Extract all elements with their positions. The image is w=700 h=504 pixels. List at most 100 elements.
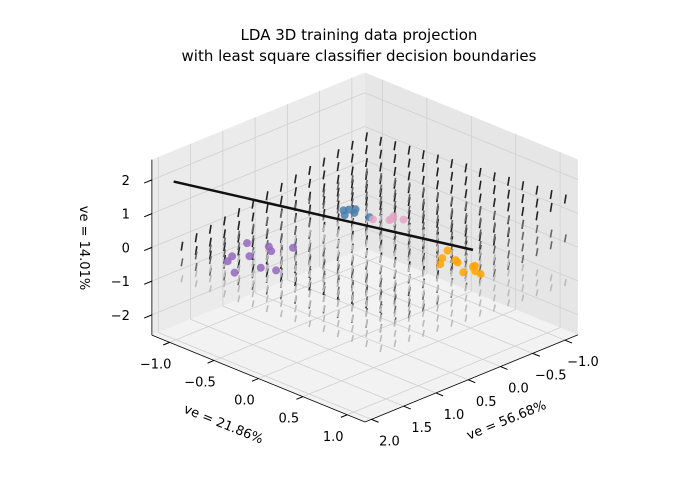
boundary-hatch — [308, 289, 312, 298]
boundary-hatch — [393, 154, 397, 164]
axes: −1.0−0.50.00.51.01.52.0−1.0−0.50.00.51.0… — [111, 159, 599, 449]
boundary-hatch — [492, 172, 496, 182]
boundary-hatch — [365, 284, 369, 293]
tick-mark — [251, 378, 259, 382]
boundary-hatch — [379, 136, 383, 146]
boundary-hatch — [322, 183, 326, 193]
boundary-hatch — [478, 217, 482, 226]
boundary-hatch — [294, 315, 298, 323]
boundary-hatch — [208, 244, 212, 253]
boundary-hatch — [322, 294, 326, 303]
boundary-hatch — [294, 254, 298, 262]
point — [264, 242, 273, 251]
boundary-hatch — [435, 203, 440, 212]
boundary-hatch — [563, 234, 567, 243]
boundary-hatch — [421, 309, 425, 317]
boundary-hatch — [350, 153, 354, 163]
boundary-hatch — [379, 254, 383, 262]
boundary-hatch — [350, 264, 354, 272]
boundary-hatch — [435, 234, 439, 242]
x-tick-label: 0.5 — [476, 395, 497, 410]
y-tick-label: −0.5 — [184, 375, 216, 390]
boundary-hatch — [379, 244, 383, 252]
boundary-hatch — [336, 279, 340, 287]
boundary-hatch — [180, 275, 184, 283]
boundary-hatch — [223, 242, 227, 252]
boundary-hatch — [294, 249, 298, 258]
boundary-hatch — [421, 329, 425, 337]
grid-line — [169, 254, 383, 343]
boundary-hatch — [365, 249, 369, 257]
boundary-hatch — [379, 284, 383, 292]
boundary-hatch — [407, 171, 411, 181]
boundary-hatch — [308, 229, 312, 237]
boundary-hatch — [336, 330, 340, 338]
boundary-hatch — [421, 210, 425, 219]
boundary-hatch — [393, 339, 397, 348]
boundary-hatch — [365, 279, 369, 287]
y-axis-label: ve = 21.86% — [181, 402, 265, 448]
boundary-hatch — [407, 224, 411, 232]
boundary-hatch — [223, 249, 227, 258]
boundary-hatch — [521, 181, 525, 191]
boundary-hatch — [336, 309, 340, 318]
boundary-hatch — [407, 193, 411, 203]
boundary-hatch — [322, 234, 326, 242]
boundary-hatch — [336, 249, 340, 257]
boundary-hatch — [379, 234, 383, 242]
boundary-hatch — [407, 324, 411, 332]
boundary-hatch — [435, 244, 440, 252]
boundary-hatch — [336, 193, 340, 202]
x-tick-label: 1.0 — [444, 408, 465, 423]
boundary-hatch — [223, 270, 227, 278]
boundary-hatch — [322, 258, 326, 268]
boundary-hatch — [265, 305, 269, 313]
boundary-hatch — [421, 175, 425, 185]
boundary-hatch — [436, 304, 440, 312]
boundary-hatch — [521, 284, 525, 292]
boundary-hatch — [364, 209, 368, 217]
boundary-hatch — [194, 280, 198, 288]
boundary-hatch — [521, 254, 525, 264]
point — [476, 270, 485, 279]
boundary-hatch — [435, 191, 439, 201]
decision-boundaries — [173, 132, 567, 353]
boundary-hatch — [492, 304, 496, 312]
grid-line — [364, 126, 579, 214]
boundary-hatch — [407, 264, 411, 272]
boundary-hatch — [407, 145, 411, 155]
boundary-hatch — [251, 269, 255, 278]
boundary-hatch — [521, 220, 525, 229]
boundary-hatch — [251, 280, 255, 288]
boundary-hatch — [251, 300, 255, 308]
boundary-hatch — [507, 226, 511, 236]
boundary-hatch — [350, 314, 354, 323]
boundary-hatch — [450, 289, 454, 297]
boundary-hatch — [379, 207, 383, 217]
boundary-hatch — [364, 191, 368, 200]
boundary-hatch — [279, 233, 283, 242]
boundary-hatch — [336, 205, 340, 214]
boundary-hatch — [535, 279, 539, 287]
boundary-hatch — [450, 208, 454, 217]
boundary-hatch — [393, 177, 397, 186]
boundary-hatch — [407, 182, 411, 191]
boundary-hatch — [464, 201, 468, 210]
boundary-hatch — [336, 187, 340, 197]
boundary-hatch — [322, 254, 326, 262]
boundary-hatch — [549, 190, 553, 200]
boundary-hatch — [407, 158, 411, 168]
boundary-hatch — [478, 299, 482, 307]
boundary-hatch — [308, 165, 312, 176]
boundary-hatch — [251, 212, 255, 222]
boundary-hatch — [379, 289, 383, 298]
boundary-hatch — [237, 275, 241, 283]
boundary-hatch — [421, 229, 425, 237]
point — [289, 243, 298, 252]
x-tick-label: 2.0 — [379, 434, 400, 449]
boundary-hatch — [563, 279, 567, 287]
boundary-hatch — [492, 233, 496, 243]
boundary-hatch — [322, 170, 326, 180]
boundary-hatch — [265, 191, 269, 201]
point — [351, 205, 360, 214]
